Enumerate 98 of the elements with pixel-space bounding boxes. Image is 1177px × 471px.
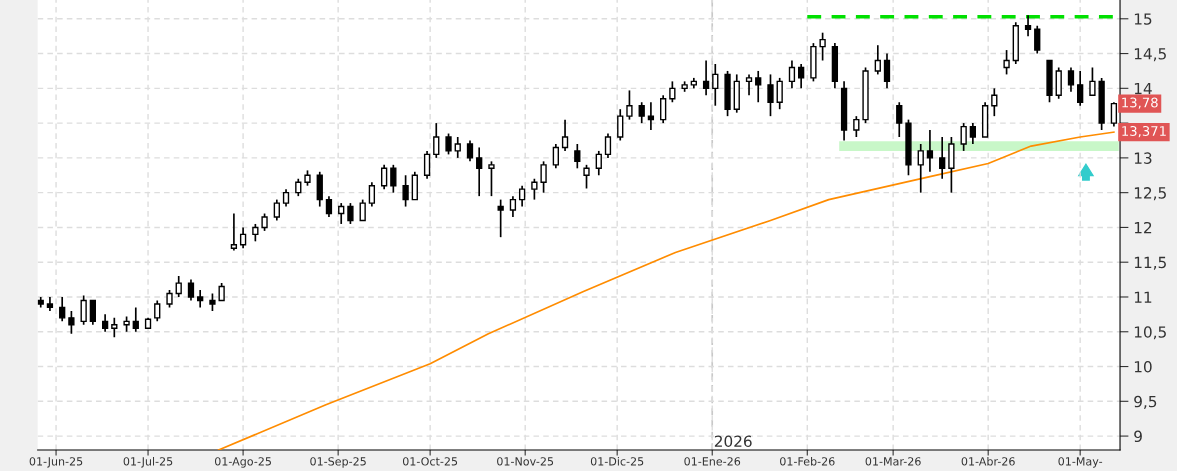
candlestick [767, 73, 774, 117]
candlestick [433, 122, 440, 159]
candlestick [617, 108, 624, 142]
candlestick [1034, 24, 1041, 55]
candlestick [969, 122, 977, 145]
y-tick-label: 14 [1134, 83, 1152, 95]
y-tick-label: 11 [1134, 291, 1152, 303]
candlestick [154, 299, 161, 323]
y-tick-label: 9,5 [1134, 395, 1157, 409]
y-tick-label: 9 [1134, 430, 1142, 443]
candlestick [132, 306, 139, 333]
x-tick-label: 01-Ago-25 [214, 457, 271, 468]
candlestick [368, 181, 376, 208]
candlestick [175, 275, 182, 298]
candlestick [347, 202, 354, 225]
candlestick [712, 63, 719, 107]
candlestick [702, 59, 710, 97]
y-tick-label: 10 [1134, 361, 1152, 373]
candlestick [1067, 66, 1075, 93]
x-tick-label: 01-Abr-26 [961, 456, 1015, 466]
candlestick [1077, 70, 1084, 107]
x-tick-label: 01-Jun-25 [29, 457, 83, 468]
candlestick [960, 122, 967, 152]
candlestick [111, 317, 118, 339]
candlestick [626, 89, 633, 121]
candlestick [552, 143, 560, 170]
candlestick [402, 174, 409, 208]
candlestick [896, 101, 903, 138]
candlestick [776, 77, 783, 111]
candlestick [509, 195, 517, 218]
candlestick [991, 87, 998, 117]
candlestick [239, 226, 247, 250]
candlestick [325, 195, 333, 218]
candlestick [926, 129, 934, 173]
candlestick [917, 143, 924, 194]
y-tick-label: 14,5 [1134, 48, 1166, 62]
candlestick [80, 294, 87, 326]
candlestick [1089, 66, 1096, 97]
candlestick [273, 198, 280, 222]
candlestick [423, 150, 431, 180]
candlestick [518, 184, 526, 208]
candlestick [338, 202, 345, 225]
x-tick-label: 01-Dic-25 [590, 456, 644, 466]
candlestick [531, 177, 538, 201]
y-tick-label: 10,5 [1134, 326, 1166, 340]
candlestick [755, 70, 762, 104]
candlestick [68, 310, 75, 335]
candlestick [445, 132, 452, 156]
candlestick [466, 139, 474, 163]
x-tick-label: 01-Jul-25 [123, 456, 173, 468]
candlestick [497, 198, 504, 239]
candlestick [583, 164, 590, 190]
candlestick [187, 278, 195, 302]
x-tick-label: 01-May- [1058, 457, 1103, 468]
candlestick [561, 118, 569, 152]
candlestick [454, 136, 461, 159]
candlestick [1110, 101, 1118, 128]
ref-line-label: 2026 [714, 435, 752, 448]
y-tick-label: 13 [1134, 152, 1152, 164]
annotation: 13,78 [1122, 97, 1158, 109]
y-tick-label: 11,5 [1134, 256, 1166, 270]
x-tick-label: 01-Feb-26 [780, 456, 835, 466]
candlestick [788, 59, 796, 90]
y-tick-label: 15 [1134, 13, 1152, 25]
annotation: 13,371 [1122, 125, 1166, 138]
candlestick [647, 101, 655, 131]
candlestick [476, 146, 483, 197]
line-series [217, 131, 1115, 450]
candlestick [819, 31, 826, 62]
candlestick [540, 160, 547, 194]
candlestick [230, 212, 238, 252]
candlestick [883, 52, 891, 90]
y-tick-label: 12,5 [1134, 187, 1166, 201]
candlestick [59, 296, 66, 323]
candlestick [660, 94, 667, 124]
candlestick [874, 44, 881, 76]
candlestick [488, 160, 495, 197]
candlestick [359, 198, 366, 222]
x-tick-label: 01-Mar-26 [865, 457, 921, 466]
candlestick [939, 136, 946, 180]
candlestick [390, 164, 397, 194]
candlestick [380, 164, 388, 191]
x-tick-label: 01-Oct-25 [402, 457, 458, 466]
x-tick-label: 01-Nov-25 [497, 457, 554, 466]
candlestick [669, 80, 676, 104]
candlestick [604, 132, 612, 159]
candlestick [574, 143, 581, 170]
x-tick-label: 01-Ene-26 [684, 457, 741, 466]
y-tick-label: 12 [1134, 221, 1152, 234]
candlestick [745, 73, 753, 97]
candlestick [595, 150, 602, 177]
candlestick [798, 63, 805, 90]
candlestick [1024, 14, 1032, 38]
candlestick [638, 101, 645, 124]
candlestick [1003, 49, 1010, 76]
candlestick [853, 115, 860, 138]
candlestick [89, 299, 97, 326]
x-tick-label: 01-Sep-25 [310, 457, 366, 468]
